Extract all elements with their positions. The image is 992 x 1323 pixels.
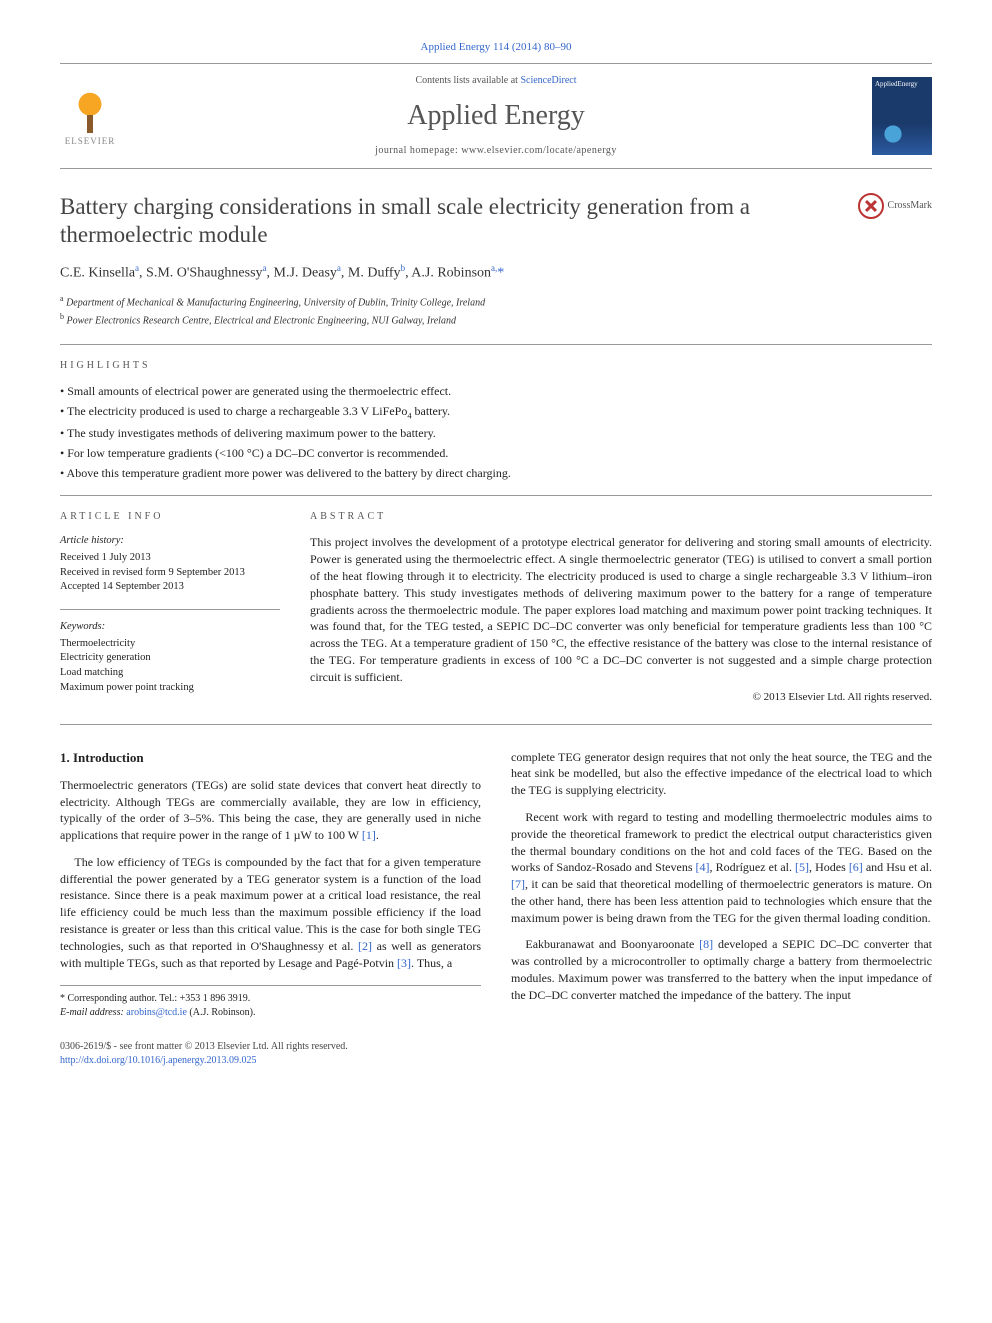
page-footer: 0306-2619/$ - see front matter © 2013 El…: [60, 1040, 932, 1068]
body-columns: 1. Introduction Thermoelectric generator…: [60, 749, 932, 1021]
elsevier-tree-icon: [66, 85, 114, 133]
title-block: Battery charging considerations in small…: [60, 193, 932, 251]
highlights-section: HIGHLIGHTS Small amounts of electrical p…: [60, 359, 932, 481]
email-author: (A.J. Robinson).: [189, 1007, 255, 1018]
divider: [60, 495, 932, 496]
highlight-item: Small amounts of electrical power are ge…: [60, 383, 932, 400]
journal-header: ELSEVIER Contents lists available at Sci…: [60, 63, 932, 168]
divider: [60, 344, 932, 345]
article-info-label: ARTICLE INFO: [60, 510, 280, 524]
journal-cover-thumbnail[interactable]: AppliedEnergy: [872, 77, 932, 155]
citation-line: Applied Energy 114 (2014) 80–90: [60, 40, 932, 55]
highlights-label: HIGHLIGHTS: [60, 359, 932, 373]
affiliation-row: b Power Electronics Research Centre, Ele…: [60, 311, 932, 328]
email-label: E-mail address:: [60, 1007, 124, 1018]
history-header: Article history:: [60, 534, 280, 549]
abstract-text: This project involves the development of…: [310, 534, 932, 685]
homepage-url[interactable]: www.elsevier.com/locate/apenergy: [461, 145, 617, 156]
contents-line: Contents lists available at ScienceDirec…: [120, 74, 872, 88]
affil-mark: a: [135, 263, 139, 273]
affiliation-text: Power Electronics Research Centre, Elect…: [67, 315, 456, 326]
citation-ref[interactable]: [6]: [849, 860, 863, 874]
publisher-logo[interactable]: ELSEVIER: [60, 85, 120, 148]
crossmark-badge[interactable]: CrossMark: [858, 193, 932, 219]
history-line: Received in revised form 9 September 201…: [60, 566, 280, 581]
keywords-block: Keywords: Thermoelectricity Electricity …: [60, 620, 280, 695]
body-para: Recent work with regard to testing and m…: [511, 809, 932, 927]
doi-link[interactable]: http://dx.doi.org/10.1016/j.apenergy.201…: [60, 1054, 348, 1068]
email-line: E-mail address: arobins@tcd.ie (A.J. Rob…: [60, 1006, 481, 1020]
affil-mark: b: [60, 312, 64, 321]
divider: [60, 609, 280, 610]
affiliation-text: Department of Mechanical & Manufacturing…: [66, 298, 485, 309]
article-info-col: ARTICLE INFO Article history: Received 1…: [60, 510, 280, 709]
keyword: Load matching: [60, 666, 280, 681]
history-line: Received 1 July 2013: [60, 551, 280, 566]
body-para: The low efficiency of TEGs is compounded…: [60, 854, 481, 972]
crossmark-icon: [858, 193, 884, 219]
info-abstract-row: ARTICLE INFO Article history: Received 1…: [60, 510, 932, 709]
citation-ref[interactable]: [2]: [358, 939, 372, 953]
citation-ref[interactable]: [7]: [511, 877, 525, 891]
body-right-col: complete TEG generator design requires t…: [511, 749, 932, 1021]
citation-ref[interactable]: [3]: [397, 956, 411, 970]
homepage-prefix: journal homepage:: [375, 145, 461, 156]
author-list: C.E. Kinsellaa, S.M. O'Shaughnessya, M.J…: [60, 262, 932, 283]
history-line: Accepted 14 September 2013: [60, 580, 280, 595]
header-center: Contents lists available at ScienceDirec…: [120, 74, 872, 157]
affiliations: a Department of Mechanical & Manufacturi…: [60, 293, 932, 328]
citation-ref[interactable]: [8]: [699, 937, 713, 951]
publisher-name: ELSEVIER: [65, 135, 116, 148]
abstract-copyright: © 2013 Elsevier Ltd. All rights reserved…: [310, 690, 932, 705]
abstract-col: ABSTRACT This project involves the devel…: [310, 510, 932, 709]
corresponding-star-icon: *: [497, 266, 504, 281]
body-left-col: 1. Introduction Thermoelectric generator…: [60, 749, 481, 1021]
citation-ref[interactable]: [5]: [795, 860, 809, 874]
sciencedirect-link[interactable]: ScienceDirect: [520, 75, 576, 86]
front-matter-line: 0306-2619/$ - see front matter © 2013 El…: [60, 1040, 348, 1054]
keyword: Maximum power point tracking: [60, 681, 280, 696]
citation-ref[interactable]: [1]: [362, 828, 376, 842]
abstract-label: ABSTRACT: [310, 510, 932, 524]
highlight-item: The study investigates methods of delive…: [60, 425, 932, 442]
affiliation-row: a Department of Mechanical & Manufacturi…: [60, 293, 932, 310]
highlight-item: For low temperature gradients (<100 °C) …: [60, 445, 932, 462]
affil-mark: a: [337, 263, 341, 273]
footnote-block: * Corresponding author. Tel.: +353 1 896…: [60, 985, 481, 1020]
keyword: Thermoelectricity: [60, 637, 280, 652]
highlights-list: Small amounts of electrical power are ge…: [60, 383, 932, 481]
affil-mark: a: [60, 294, 64, 303]
highlight-item: Above this temperature gradient more pow…: [60, 465, 932, 482]
keyword: Electricity generation: [60, 651, 280, 666]
intro-heading: 1. Introduction: [60, 749, 481, 767]
contents-prefix: Contents lists available at: [415, 75, 520, 86]
crossmark-label: CrossMark: [888, 199, 932, 213]
body-para: Eakburanawat and Boonyaroonate [8] devel…: [511, 936, 932, 1003]
footer-left: 0306-2619/$ - see front matter © 2013 El…: [60, 1040, 348, 1068]
divider: [60, 724, 932, 725]
homepage-line: journal homepage: www.elsevier.com/locat…: [120, 144, 872, 158]
citation-ref[interactable]: [4]: [696, 860, 710, 874]
article-history: Article history: Received 1 July 2013 Re…: [60, 534, 280, 595]
body-para: complete TEG generator design requires t…: [511, 749, 932, 799]
paper-title: Battery charging considerations in small…: [60, 193, 858, 251]
affil-mark: a: [263, 263, 267, 273]
highlight-item: The electricity produced is used to char…: [60, 403, 932, 422]
email-link[interactable]: arobins@tcd.ie: [126, 1007, 187, 1018]
body-para: Thermoelectric generators (TEGs) are sol…: [60, 777, 481, 844]
cover-label: AppliedEnergy: [875, 80, 918, 88]
journal-name: Applied Energy: [120, 96, 872, 135]
affil-mark: b: [401, 263, 406, 273]
corresponding-note: * Corresponding author. Tel.: +353 1 896…: [60, 992, 481, 1006]
keywords-header: Keywords:: [60, 620, 280, 635]
